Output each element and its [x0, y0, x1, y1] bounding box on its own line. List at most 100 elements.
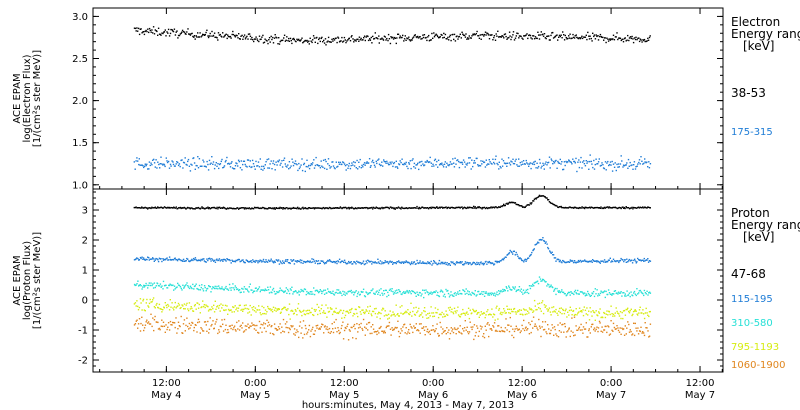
- data-point: [151, 284, 153, 287]
- data-point: [463, 206, 466, 208]
- data-point: [302, 208, 305, 210]
- data-point: [286, 292, 288, 294]
- data-point: [297, 208, 300, 210]
- data-point: [584, 295, 587, 297]
- data-point: [331, 38, 333, 41]
- data-point: [462, 33, 464, 35]
- data-point: [461, 293, 463, 295]
- data-point: [395, 292, 397, 294]
- data-point: [216, 37, 218, 39]
- data-point: [555, 260, 557, 262]
- data-point: [207, 258, 210, 260]
- data-point: [496, 261, 498, 264]
- data-point: [546, 285, 548, 287]
- data-point: [512, 286, 514, 288]
- data-point: [419, 260, 421, 262]
- data-point: [587, 31, 589, 34]
- data-point: [385, 206, 387, 208]
- data-point: [228, 36, 231, 38]
- data-point: [508, 201, 511, 203]
- data-point: [451, 330, 453, 332]
- data-point: [311, 207, 313, 209]
- data-point: [182, 260, 184, 262]
- data-point: [308, 207, 311, 209]
- data-point: [237, 165, 239, 167]
- data-point: [544, 37, 546, 39]
- data-point: [229, 207, 232, 209]
- data-point: [349, 311, 352, 313]
- data-point: [215, 207, 217, 210]
- data-point: [617, 207, 620, 209]
- data-point: [242, 322, 244, 324]
- data-point: [359, 39, 361, 41]
- data-point: [186, 282, 188, 284]
- data-point: [642, 259, 644, 261]
- data-point: [634, 38, 637, 41]
- data-point: [360, 290, 362, 293]
- y-tick-label-electron: 3.0: [72, 12, 88, 23]
- data-point: [532, 163, 534, 165]
- data-point: [309, 291, 312, 293]
- data-point: [242, 288, 244, 290]
- data-point: [552, 163, 554, 165]
- data-point: [137, 27, 140, 30]
- data-point: [447, 206, 449, 209]
- data-point: [562, 308, 564, 311]
- data-point: [617, 327, 619, 329]
- data-point: [526, 33, 528, 35]
- data-point: [323, 167, 326, 170]
- data-point: [263, 289, 266, 292]
- data-point: [199, 332, 201, 334]
- data-point: [309, 207, 311, 209]
- data-point: [352, 38, 354, 40]
- data-point: [392, 311, 394, 313]
- data-point: [559, 35, 561, 38]
- data-point: [210, 260, 212, 262]
- data-point: [270, 160, 272, 162]
- data-point: [511, 161, 513, 163]
- data-point: [646, 207, 648, 209]
- data-point: [619, 327, 621, 329]
- data-point: [163, 325, 166, 327]
- data-point: [238, 289, 241, 291]
- data-point: [179, 259, 181, 261]
- data-point: [491, 308, 493, 310]
- data-point: [421, 293, 423, 295]
- data-point: [534, 160, 536, 163]
- data-point: [400, 328, 402, 330]
- data-point: [381, 330, 383, 332]
- data-point: [590, 326, 592, 328]
- data-point: [191, 307, 193, 310]
- data-point: [169, 32, 172, 35]
- data-point: [598, 158, 600, 160]
- data-point: [141, 288, 143, 290]
- data-point: [351, 206, 353, 208]
- data-point: [294, 207, 296, 209]
- data-point: [167, 322, 170, 324]
- data-point: [343, 207, 346, 209]
- data-point: [244, 288, 247, 290]
- data-point: [233, 168, 236, 170]
- data-point: [647, 39, 650, 41]
- data-point: [567, 330, 569, 332]
- data-point: [579, 259, 582, 262]
- data-point: [643, 206, 646, 208]
- data-point: [582, 332, 584, 334]
- data-point: [497, 206, 499, 209]
- data-point: [161, 206, 163, 209]
- data-point: [423, 326, 425, 328]
- data-point: [459, 261, 462, 263]
- data-point: [468, 317, 471, 320]
- data-point: [534, 197, 537, 200]
- data-point: [229, 325, 231, 327]
- data-point: [171, 284, 173, 287]
- data-point: [604, 207, 606, 209]
- data-point: [278, 263, 281, 265]
- data-point: [148, 306, 150, 308]
- data-point: [632, 168, 634, 170]
- data-point: [252, 207, 254, 210]
- data-point: [252, 306, 255, 308]
- data-point: [171, 324, 173, 326]
- data-point: [217, 32, 220, 34]
- x-tick-label-date: May 6: [507, 390, 537, 401]
